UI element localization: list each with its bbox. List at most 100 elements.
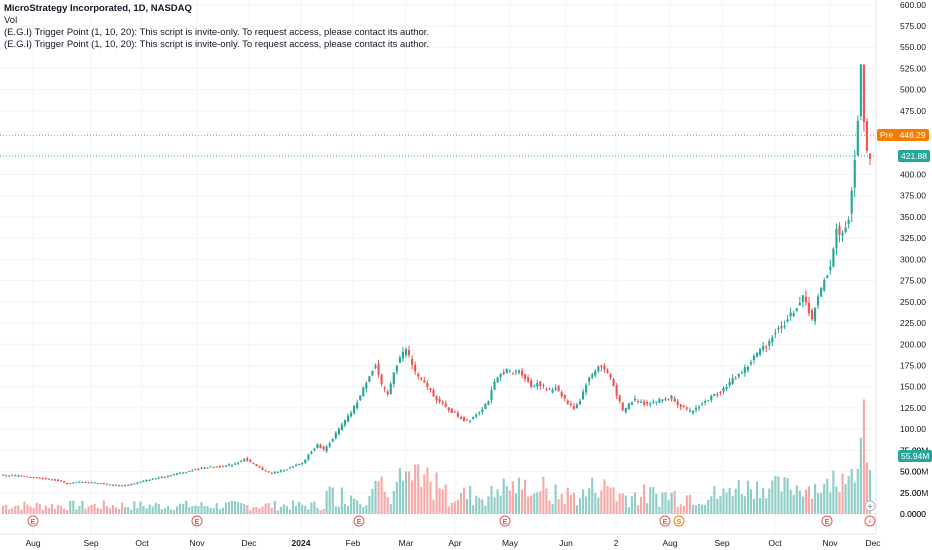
volume-bar (32, 507, 35, 514)
candle-body (823, 280, 826, 291)
volume-bar (728, 487, 731, 514)
price-tick-label: 525.00 (900, 63, 926, 73)
earnings-marker[interactable] (27, 515, 39, 527)
symbol-title[interactable]: MicroStrategy Incorporated, 1D, NASDAQ (4, 3, 192, 14)
time-tick-label: Nov (822, 538, 838, 548)
volume-bar (350, 495, 353, 514)
volume-bar (563, 504, 566, 514)
candle-body (710, 395, 713, 401)
volume-indicator-label[interactable]: Vol (4, 15, 18, 26)
volume-bar (493, 497, 496, 514)
candle-body (469, 420, 472, 422)
volume-bar (661, 492, 664, 514)
candle-body (496, 377, 499, 383)
candle-body (371, 370, 374, 376)
volume-bar (14, 506, 17, 514)
volume-bar (264, 503, 267, 514)
volume-bar (288, 509, 292, 514)
candle-body (453, 411, 456, 413)
earnings-marker[interactable] (821, 515, 833, 527)
candle-body (209, 466, 212, 468)
volume-bar (731, 496, 734, 514)
earnings-marker[interactable] (659, 515, 671, 527)
candle-body (734, 378, 737, 380)
candle-body (517, 370, 521, 373)
candle-body (313, 448, 316, 451)
volume-bar (508, 490, 511, 514)
volume-bar (69, 501, 72, 514)
volume-bar (542, 476, 545, 514)
candle-body (368, 376, 371, 382)
candle-body (38, 477, 41, 479)
volume-bar (258, 508, 261, 514)
indicator-label-1[interactable]: (E.G.I) Trigger Point (1, 10, 20): This … (4, 27, 430, 38)
price-tick-label: 175.00 (900, 360, 926, 370)
volume-bar (664, 492, 667, 514)
candle-body (273, 472, 276, 474)
volume-bar (640, 496, 643, 514)
volume-bar (704, 504, 707, 514)
candle-body (249, 460, 252, 463)
candle-body (832, 248, 835, 267)
candle-body (856, 120, 859, 156)
volume-tick-label: 50.00M (900, 467, 928, 477)
volume-bar (484, 505, 487, 514)
candle-body (234, 463, 237, 465)
volume-bar (188, 507, 191, 514)
candle-body (511, 373, 514, 375)
earnings-marker[interactable] (353, 515, 365, 527)
volume-bar (716, 498, 719, 514)
volume-bar (862, 399, 865, 514)
dividend-event-marker[interactable] (864, 515, 876, 527)
volume-bar (172, 510, 176, 514)
volume-bar (722, 488, 725, 514)
volume-bar (221, 507, 224, 514)
volume-bar (475, 495, 478, 514)
candle-body (328, 443, 331, 447)
time-tick-label: Oct (135, 538, 149, 548)
candle-body (270, 472, 273, 474)
price-tick-label: 375.00 (900, 191, 926, 201)
volume-bar (633, 492, 637, 514)
candle-body (746, 366, 749, 371)
candle-body (322, 446, 325, 450)
candle-body (151, 478, 154, 480)
split-marker[interactable] (673, 515, 685, 527)
event-marker-label: E (357, 519, 362, 526)
volume-bar (762, 488, 765, 514)
candle-body (246, 458, 249, 461)
volume-bar (270, 507, 273, 514)
candle-body (133, 483, 136, 485)
volume-bar (5, 504, 8, 514)
candle-body (130, 484, 133, 486)
earnings-marker[interactable] (191, 515, 203, 527)
volume-bar (582, 489, 585, 514)
candle-body (749, 362, 753, 365)
candle-body (462, 417, 466, 422)
candle-body (508, 369, 511, 371)
candle-body (114, 484, 118, 486)
lightning-icon: ⚡ (868, 518, 873, 526)
price-tick-label: 50.00 (900, 467, 922, 477)
volume-bar (743, 496, 746, 514)
volume-bar (575, 505, 579, 514)
indicator-label-2[interactable]: (E.G.I) Trigger Point (1, 10, 20): This … (4, 39, 430, 50)
volume-bar (99, 508, 102, 514)
candle-body (340, 424, 343, 431)
volume-bar (23, 501, 26, 514)
volume-bar (469, 485, 472, 514)
volume-bar (752, 498, 756, 514)
volume-bar (319, 510, 322, 514)
candle-body (243, 459, 246, 462)
price-tick-label: 550.00 (900, 42, 926, 52)
volume-bar (688, 494, 691, 514)
earnings-marker[interactable] (499, 515, 511, 527)
volume-badge: 55.94M (898, 450, 932, 462)
volume-bar (838, 492, 841, 514)
candle-body (548, 388, 551, 390)
volume-bar (624, 495, 627, 514)
add-event-button[interactable] (864, 500, 876, 512)
volume-bar (417, 464, 420, 514)
